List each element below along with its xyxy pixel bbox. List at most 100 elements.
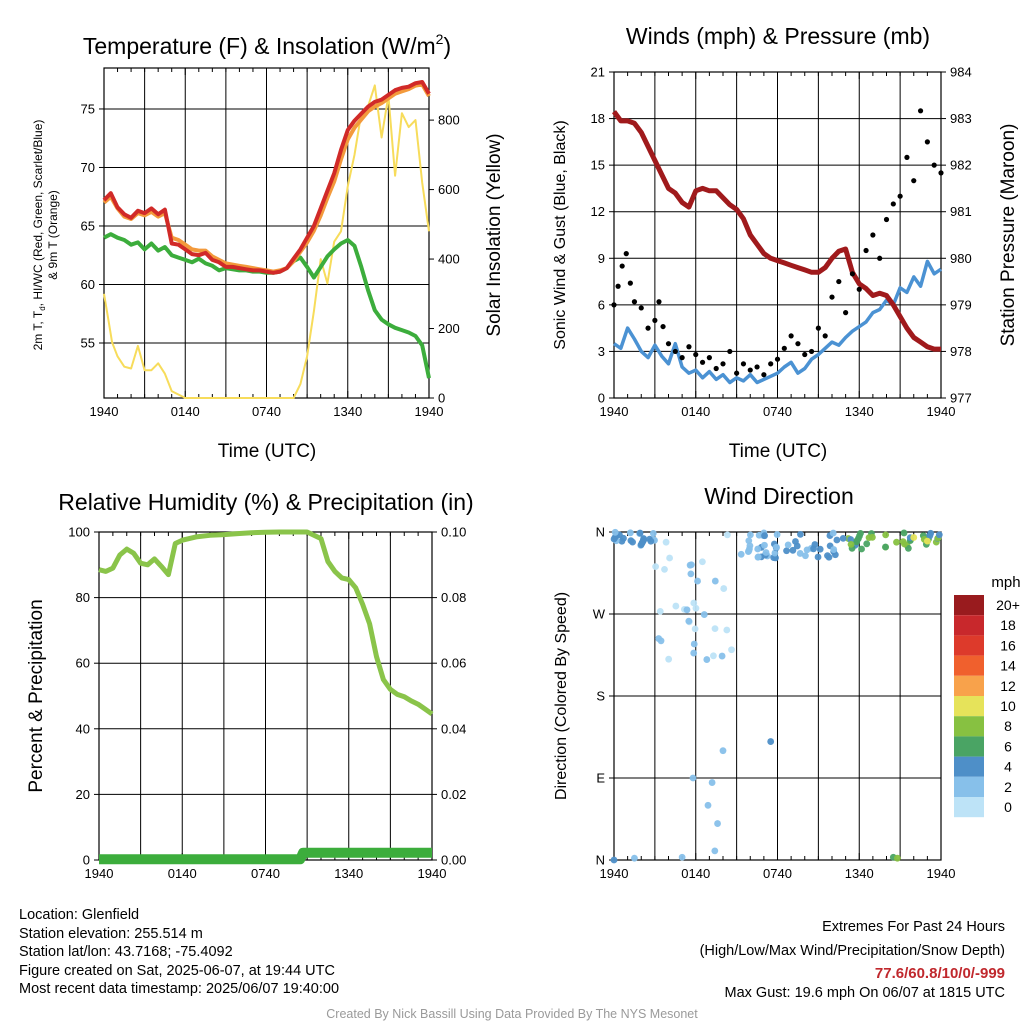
humidity-xtick-label: 0740 [251,866,280,881]
direction-point [831,551,839,559]
direction-point [631,854,638,862]
temperature-ytick-right-label: 200 [438,321,460,336]
direction-grid [614,532,941,860]
direction-point [882,543,889,551]
legend-label: 18 [1000,617,1016,633]
direction-point [814,553,822,561]
legend-label: 2 [1004,779,1012,795]
winds-ytick-label: 15 [591,158,605,173]
winds-ylabel-left: Sonic Wind & Gust (Blue, Black) [552,120,569,349]
direction-point [711,577,719,585]
winds-gust-point [924,139,930,145]
direction-point [640,535,647,542]
direction-point [720,585,728,592]
temperature-ytick-label: 55 [81,336,95,351]
direction-point [662,538,670,546]
temperature-ytick-label: 65 [81,218,95,233]
direction-point [647,537,655,545]
direction-point [694,577,701,585]
winds-gust-point [836,278,842,285]
humidity-xtick-label: 1940 [85,866,114,881]
direction-point [910,534,918,541]
temperature-title: Temperature (F) & Insolation (W/m2) [83,31,451,59]
temperature-xtick-label: 1940 [90,404,119,419]
legend-swatch [954,635,984,656]
direction-point [714,820,721,827]
direction-point [699,558,706,566]
direction-point [830,546,838,553]
direction-point [816,545,824,553]
direction-point [661,565,668,573]
direction-ytick-label: N [596,853,605,868]
humidity-ytick-right-label: 0.08 [441,590,466,605]
direction-point [829,529,837,537]
legend-label: 14 [1000,658,1016,674]
temperature-ylabel-left: 2m T, Td, HI/WC (Red, Green, Scarlet/Blu… [31,120,47,351]
winds-gust-point [660,323,666,330]
legend-swatch [954,756,984,777]
direction-xtick-label: 0740 [763,866,792,881]
direction-xtick-label: 1940 [600,866,629,881]
legend-swatch [954,675,984,696]
direction-point [711,625,719,632]
legend-label: 0 [1004,799,1012,815]
temperature-ylabel-left-2: & 9m T (Orange) [46,190,60,280]
direction-point [656,607,664,615]
humidity-ytick-label: 60 [76,656,90,671]
direction-point [792,538,799,545]
winds-xtick-label: 1940 [927,404,956,419]
direction-point [657,637,665,645]
winds-gust-point [931,162,937,168]
direction-point [718,652,726,660]
winds-gust-point [611,302,617,308]
winds-gust-point [693,351,699,358]
winds-gust-point [761,372,767,378]
direction-point [901,540,908,548]
winds-ytick-right-label: 982 [950,158,972,173]
winds-ytick-right-label: 979 [950,297,972,312]
direction-point [711,847,719,855]
temperature-ytick-right-label: 600 [438,182,460,197]
winds-gust-point [863,247,869,254]
direction-point [755,531,763,539]
extremes-info: Extremes For Past 24 Hours (High/Low/Max… [700,918,1005,1002]
legend-swatch [954,776,984,797]
temperature-ytick-label: 75 [81,101,95,116]
winds-ytick-label: 21 [591,65,605,80]
legend-label: 20+ [996,597,1020,613]
direction-point [824,552,831,560]
humidity-ytick-right-label: 0.00 [441,853,466,868]
direction-point [865,534,873,541]
winds-gust-point [802,351,808,358]
direction-point [839,535,847,542]
legend-swatch [954,655,984,676]
speed-legend: mph 20+ 18 16 14 12 10 8 6 4 2 0 [954,574,1021,818]
winds-gust-point [788,333,794,339]
legend-label: 16 [1000,637,1016,653]
winds-gust-point [890,201,896,207]
direction-point [767,738,775,745]
direction-point [737,550,745,558]
direction-point [847,540,855,548]
extremes-title: Extremes For Past 24 Hours [822,919,1005,935]
info-timestamp: Most recent data timestamp: 2025/06/07 1… [19,981,340,998]
winds-xlabel: Time (UTC) [729,441,828,462]
direction-point [666,554,674,562]
direction-point [626,529,634,537]
direction-point [796,550,804,557]
winds-gust-point [665,341,672,347]
temperature-series-0-line [102,80,431,275]
winds-gust-point [808,348,815,355]
winds-gust-point [877,255,883,261]
direction-point [761,541,768,549]
direction-ytick-label: S [596,689,605,704]
humidity-grid [99,532,432,860]
direction-point [746,531,754,539]
temperature-xlabel: Time (UTC) [218,441,317,462]
winds-gust-point [645,325,651,331]
legend-label: 8 [1004,718,1012,734]
winds-gust-point [754,364,760,370]
direction-point [771,549,779,557]
humidity-ytick-right-label: 0.06 [441,656,466,671]
